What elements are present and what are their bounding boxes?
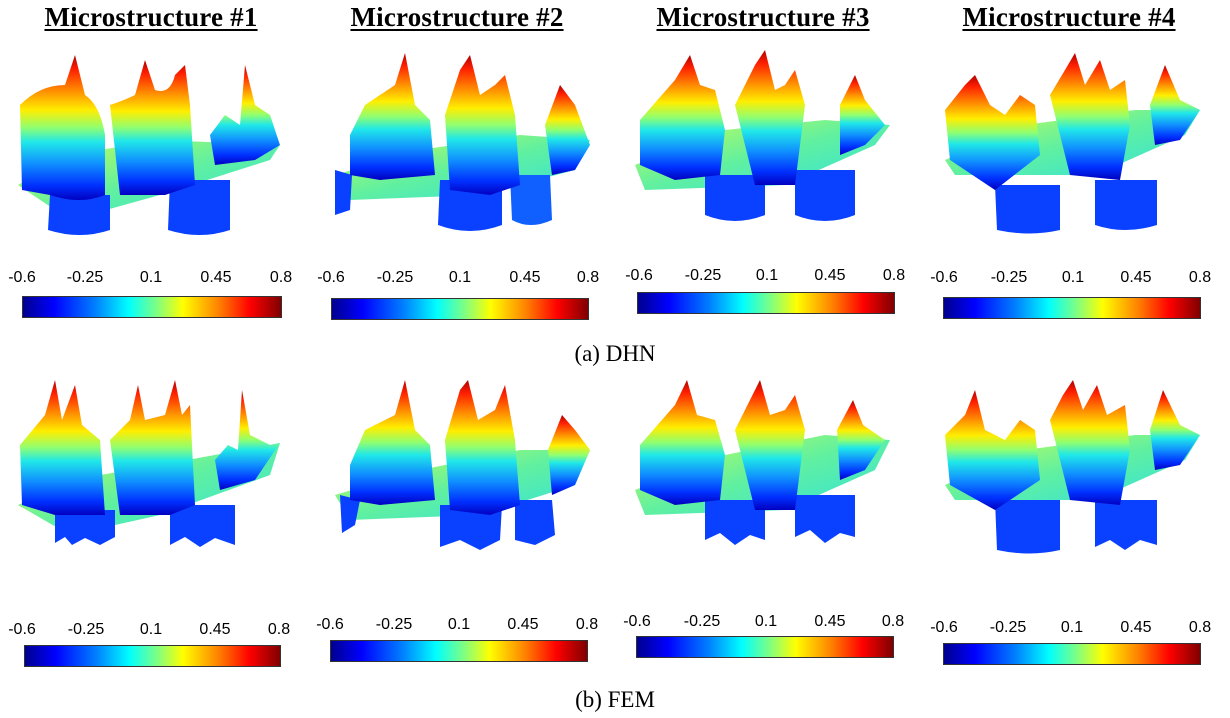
colorbar-tick: -0.25 — [375, 616, 413, 633]
fem-surface-plot-1 — [18, 380, 280, 547]
colorbar-tick: -0.6 — [317, 269, 345, 286]
title-microstructure-1: Microstructure #1 — [44, 2, 258, 32]
dhn-colorbar-4 — [943, 297, 1201, 319]
colorbar-tick: 0.45 — [507, 616, 539, 633]
colorbar-tick: -0.25 — [684, 267, 722, 284]
colorbar-tick: 0.8 — [267, 621, 291, 638]
colorbar-tick: 0.45 — [814, 267, 846, 284]
fem-colorbar-1 — [24, 645, 281, 667]
title-microstructure-3: Microstructure #3 — [656, 2, 870, 32]
colorbar-tick: -0.25 — [67, 621, 105, 638]
colorbar-tick: -0.25 — [683, 613, 721, 630]
dhn-surface-plot-2 — [335, 53, 590, 231]
title-microstructure-2: Microstructure #2 — [350, 2, 564, 32]
colorbar-tick: 0.8 — [881, 613, 905, 630]
colorbar-tick: 0.8 — [1188, 619, 1212, 636]
colorbar-tick: -0.25 — [989, 619, 1027, 636]
caption-dhn: (a) DHN — [574, 341, 656, 366]
colorbar-tick: 0.1 — [754, 613, 778, 630]
colorbar-tick: -0.25 — [990, 269, 1028, 286]
colorbar-tick: 0.8 — [1188, 269, 1212, 286]
caption-fem: (b) FEM — [575, 687, 655, 712]
colorbar-tick: 0.45 — [1120, 619, 1152, 636]
fem-colorbar-4 — [943, 643, 1201, 665]
colorbar-tick: 0.1 — [755, 267, 779, 284]
colorbar-tick: 0.45 — [509, 269, 541, 286]
colorbar-tick: 0.8 — [882, 267, 906, 284]
colorbar-tick: -0.6 — [8, 269, 36, 286]
colorbar-tick: 0.1 — [139, 269, 163, 286]
colorbar-tick: 0.8 — [576, 269, 600, 286]
colorbar-tick: 0.8 — [575, 616, 599, 633]
colorbar-tick: -0.6 — [316, 616, 344, 633]
fem-surface-plot-2 — [335, 380, 590, 550]
fem-colorbar-2 — [330, 640, 588, 662]
dhn-colorbar-3 — [637, 292, 895, 314]
colorbar-tick: 0.45 — [199, 621, 231, 638]
colorbar-tick: -0.6 — [625, 267, 653, 284]
dhn-surface-plot-3 — [635, 50, 890, 221]
colorbar-tick: 0.1 — [139, 621, 163, 638]
colorbar-tick: 0.1 — [1060, 619, 1084, 636]
dhn-surface-plot-1 — [18, 55, 280, 235]
dhn-colorbar-1 — [22, 296, 282, 318]
colorbar-tick: 0.8 — [269, 269, 293, 286]
colorbar-tick: -0.6 — [930, 619, 958, 636]
title-microstructure-4: Microstructure #4 — [962, 2, 1176, 32]
dhn-surface-plot-4 — [945, 53, 1200, 234]
colorbar-tick: -0.25 — [376, 269, 414, 286]
colorbar-tick: 0.1 — [1061, 269, 1085, 286]
colorbar-tick: -0.6 — [930, 269, 958, 286]
fem-surface-plot-3 — [635, 380, 890, 545]
colorbar-tick: 0.45 — [1120, 269, 1152, 286]
fem-surface-plot-4 — [945, 380, 1200, 554]
colorbar-tick: -0.6 — [623, 613, 651, 630]
colorbar-tick: 0.1 — [447, 616, 471, 633]
colorbar-tick: 0.45 — [200, 269, 232, 286]
colorbar-tick: -0.6 — [8, 621, 36, 638]
colorbar-tick: 0.1 — [448, 269, 472, 286]
colorbar-tick: -0.25 — [66, 269, 104, 286]
colorbar-tick: 0.45 — [814, 613, 846, 630]
fem-colorbar-3 — [636, 636, 894, 658]
dhn-colorbar-2 — [331, 298, 589, 320]
